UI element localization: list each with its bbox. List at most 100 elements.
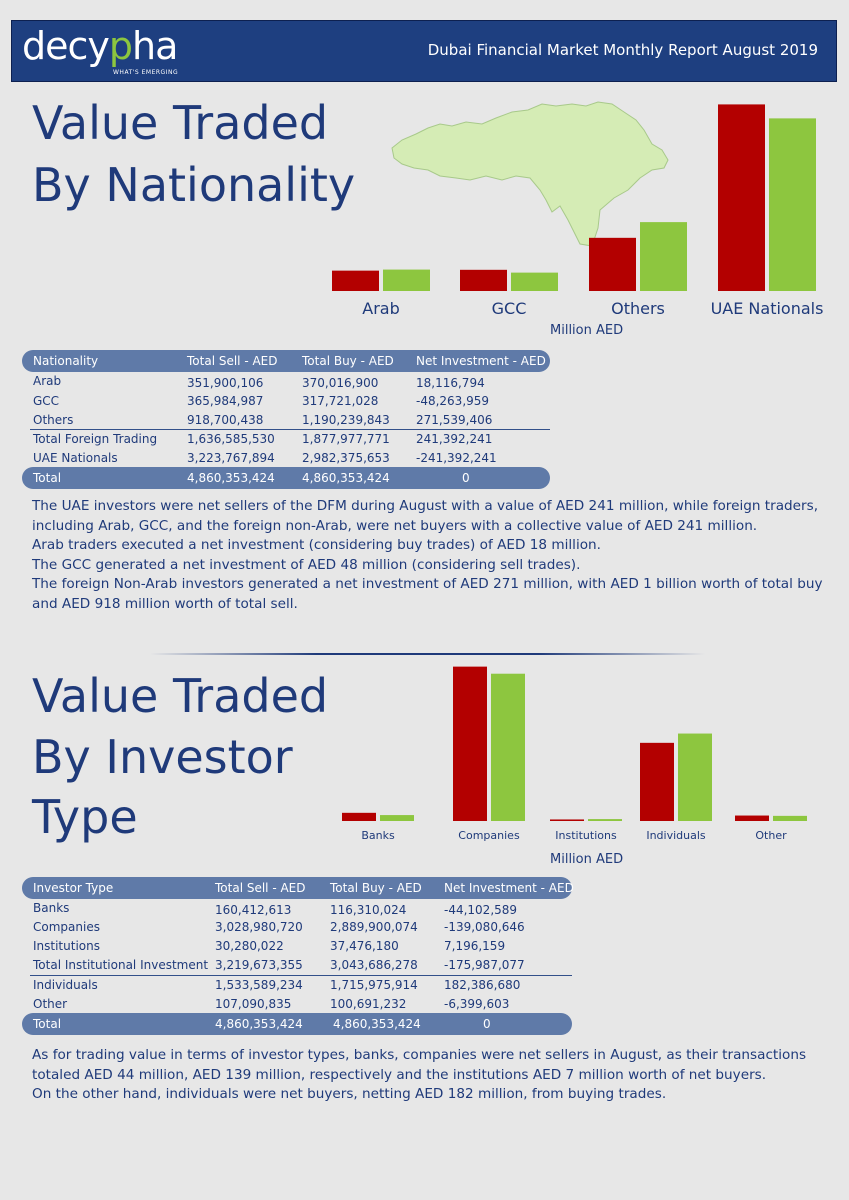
row-net: 241,392,241 — [416, 432, 493, 446]
row-label: Total Institutional Investment — [33, 958, 209, 972]
section1-title-line1: Value Traded — [32, 96, 329, 150]
row-sell: 107,090,835 — [215, 997, 292, 1011]
row-buy: 370,016,900 — [302, 376, 379, 390]
category-label-others: Others — [611, 299, 665, 318]
buy-bar-companies — [491, 673, 525, 821]
row-sell: 351,900,106 — [187, 376, 264, 390]
row-sell: 365,984,987 — [187, 394, 264, 408]
row-label: Banks — [33, 901, 70, 915]
row-net: 7,196,159 — [444, 939, 506, 953]
sell-bar-individuals — [640, 742, 674, 821]
row-buy: 37,476,180 — [330, 939, 399, 953]
category-label-other: Other — [755, 829, 787, 842]
table1-rule — [30, 429, 550, 430]
row-net: 18,116,794 — [416, 376, 485, 390]
table1-total-net: 0 — [462, 471, 470, 485]
table2-total-net: 0 — [483, 1017, 491, 1031]
table1-total-sell: 4,860,353,424 — [187, 471, 275, 485]
row-net: -241,392,241 — [416, 451, 497, 465]
table2-col-net: Net Investment - AED — [444, 881, 574, 895]
table1-header-bar — [22, 350, 550, 372]
table2-col-sell: Total Sell - AED — [215, 881, 306, 895]
row-label: Companies — [33, 920, 100, 934]
section2-title-line3: Type — [32, 790, 138, 844]
table2-total-bar — [22, 1013, 572, 1035]
row-label: Institutions — [33, 939, 100, 953]
report-header: decypha WHAT'S EMERGING Dubai Financial … — [11, 20, 837, 82]
table1-col-buy: Total Buy - AED — [302, 354, 394, 368]
table2-total-sell: 4,860,353,424 — [215, 1017, 303, 1031]
buy-bar-arab — [383, 269, 430, 291]
sell-bar-companies — [453, 666, 487, 821]
chart2-unit-label: Million AED — [550, 852, 624, 867]
paragraph: As for trading value in terms of investo… — [32, 1047, 807, 1083]
paragraph: The GCC generated a net investment of AE… — [32, 556, 581, 573]
section1-commentary: The UAE investors were net sellers of th… — [32, 497, 832, 614]
category-label-companies: Companies — [458, 829, 520, 842]
paragraph: The UAE investors were net sellers of th… — [32, 498, 819, 534]
buy-bar-other — [773, 815, 807, 821]
paragraph: The foreign Non-Arab investors generated… — [32, 576, 823, 612]
section2-commentary: As for trading value in terms of investo… — [32, 1046, 832, 1105]
section2-title-line1: Value Traded — [32, 669, 329, 723]
section-divider — [150, 653, 705, 655]
chart1-unit-label: Million AED — [550, 323, 624, 338]
buy-bar-uae-nationals — [769, 118, 816, 292]
logo-tagline: WHAT'S EMERGING — [113, 69, 179, 76]
sell-bar-others — [589, 237, 636, 291]
row-label: Individuals — [33, 978, 98, 992]
row-net: -44,102,589 — [444, 903, 518, 917]
row-sell: 918,700,438 — [187, 413, 264, 427]
decypha-logo: decypha — [22, 24, 178, 68]
row-buy: 1,715,975,914 — [330, 978, 418, 992]
table2-total-label: Total — [33, 1017, 62, 1031]
buy-bar-institutions — [588, 819, 622, 821]
sell-bar-banks — [342, 812, 376, 821]
category-label-institutions: Institutions — [555, 829, 617, 842]
row-sell: 30,280,022 — [215, 939, 284, 953]
row-label: Total Foreign Trading — [33, 432, 158, 446]
category-label-banks: Banks — [361, 829, 395, 842]
table2-total-buy: 4,860,353,424 — [333, 1017, 421, 1031]
sell-bar-gcc — [460, 269, 507, 291]
row-label: Arab — [33, 374, 62, 388]
sell-bar-institutions — [550, 819, 584, 821]
category-label-uae-nationals: UAE Nationals — [711, 299, 824, 318]
category-label-arab: Arab — [362, 299, 399, 318]
table1-col-net: Net Investment - AED — [416, 354, 546, 368]
sell-bar-other — [735, 815, 769, 821]
row-net: 271,539,406 — [416, 413, 493, 427]
arab-world-map — [391, 101, 669, 247]
row-label: Others — [33, 413, 74, 427]
table1-total-bar — [22, 467, 550, 489]
sell-bar-uae-nationals — [718, 104, 765, 291]
buy-bar-gcc — [511, 272, 558, 291]
row-sell: 160,412,613 — [215, 903, 292, 917]
row-sell: 3,223,767,894 — [187, 451, 275, 465]
table2-col-buy: Total Buy - AED — [330, 881, 422, 895]
table2-col-type: Investor Type — [33, 881, 114, 895]
table1-total-buy: 4,860,353,424 — [302, 471, 390, 485]
row-sell: 3,219,673,355 — [215, 958, 303, 972]
row-buy: 317,721,028 — [302, 394, 379, 408]
row-buy: 1,877,977,771 — [302, 432, 390, 446]
row-buy: 2,889,900,074 — [330, 920, 418, 934]
table1-col-nationality: Nationality — [33, 354, 99, 368]
buy-bar-individuals — [678, 733, 712, 821]
table1-total-label: Total — [33, 471, 62, 485]
row-sell: 1,636,585,530 — [187, 432, 275, 446]
category-label-individuals: Individuals — [646, 829, 706, 842]
sell-bar-arab — [332, 270, 379, 291]
row-net: -175,987,077 — [444, 958, 525, 972]
row-label: GCC — [33, 394, 60, 408]
row-net: 182,386,680 — [444, 978, 521, 992]
row-sell: 1,533,589,234 — [215, 978, 303, 992]
section2-title-line2: By Investor — [32, 730, 293, 784]
row-label: UAE Nationals — [33, 451, 118, 465]
paragraph: On the other hand, individuals were net … — [32, 1086, 667, 1102]
investor-type-chart: Banks Companies Institutions Individuals Oth… — [342, 666, 807, 842]
buy-bar-banks — [380, 815, 414, 821]
nationality-chart: Arab GCC Others UAE Nationals — [332, 101, 824, 318]
table2-rule — [30, 975, 572, 976]
section1-title-line2: By Nationality — [32, 158, 356, 212]
